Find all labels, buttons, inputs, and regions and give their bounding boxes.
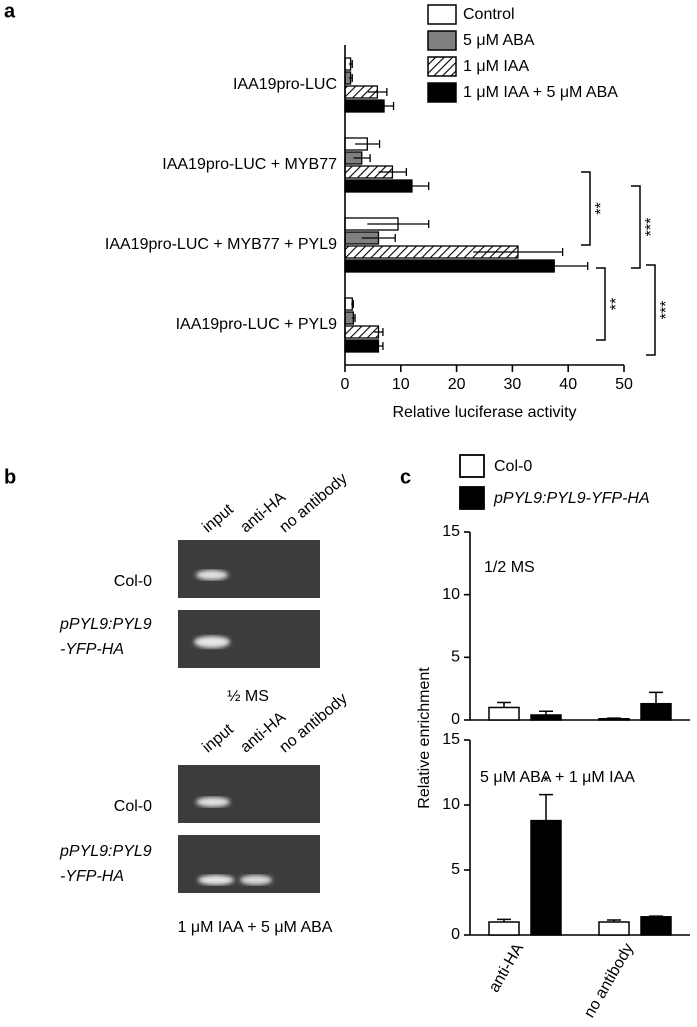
- panel-label: b: [4, 466, 16, 488]
- bar: [598, 921, 630, 936]
- condition-label: ½ MS: [227, 688, 269, 705]
- y-tick-label: 10: [442, 586, 460, 603]
- error-bar: [367, 88, 388, 96]
- error-bar: [355, 140, 381, 148]
- row-label: pPYL9:PYL9: [59, 616, 152, 633]
- legend-swatch: [427, 82, 457, 103]
- y-tick-label: 5: [451, 649, 460, 666]
- y-axis-label: Relative enrichment: [416, 667, 433, 809]
- row-label: pPYL9:PYL9: [59, 843, 152, 860]
- error-bar: [520, 262, 589, 270]
- bar: [344, 339, 380, 353]
- error-bar: [497, 701, 511, 708]
- panel-subtitle: 1/2 MS: [484, 559, 535, 576]
- y-tick-label: 15: [442, 731, 460, 748]
- lane-label: input: [199, 721, 237, 757]
- y-tick-label: 0: [451, 711, 460, 728]
- legend-swatch: [427, 30, 457, 51]
- gel: [178, 765, 320, 823]
- error-bar: [374, 342, 384, 350]
- significance-bracket: [646, 264, 656, 356]
- y-tick-label: IAA19pro-LUC + MYB77: [162, 156, 337, 173]
- bar: [640, 916, 672, 936]
- bar: [598, 717, 630, 721]
- error-bar: [351, 300, 355, 308]
- x-tick-label: 30: [504, 376, 522, 393]
- legend-label: Col-0: [494, 458, 532, 475]
- x-axis-label: Relative luciferase activity: [392, 404, 576, 421]
- bar: [640, 702, 672, 721]
- panel-subtitle: 5 μM ABA + 1 μM IAA: [480, 769, 635, 786]
- gel-band: [196, 570, 228, 580]
- row-label: Col-0: [114, 798, 152, 815]
- error-bar: [473, 248, 564, 256]
- legend-swatch: [459, 454, 485, 478]
- legend-swatch: [427, 4, 457, 25]
- lane-label: input: [199, 501, 237, 537]
- y-tick-label: IAA19pro-LUC + PYL9: [176, 316, 338, 333]
- error-bar: [361, 234, 396, 242]
- error-bar: [351, 314, 356, 322]
- gel-panel: input anti-HA no antibody Col-0 pPYL9:PY…: [59, 470, 351, 936]
- row-label: -YFP-HA: [60, 641, 124, 658]
- error-bar: [374, 328, 384, 336]
- legend-swatch: [427, 56, 457, 77]
- gel-band: [198, 875, 234, 885]
- error-bar: [374, 102, 395, 110]
- condition-label: 1 μM IAA + 5 μM ABA: [178, 919, 333, 936]
- legend-label: pPYL9:PYL9-YFP-HA: [493, 490, 650, 507]
- legend-swatch: [459, 486, 485, 510]
- bar: [344, 325, 380, 339]
- error-bar: [395, 182, 430, 190]
- error-bar: [378, 168, 408, 176]
- bar: [488, 921, 520, 936]
- bar: [530, 819, 562, 936]
- significance-label: ***: [658, 301, 675, 320]
- significance-label: **: [593, 202, 610, 214]
- legend-label: 5 μM ABA: [463, 32, 535, 49]
- x-tick-label: 50: [615, 376, 633, 393]
- bar: [488, 706, 520, 721]
- row-label: Col-0: [114, 573, 152, 590]
- error-bar: [348, 74, 353, 82]
- error-bar: [649, 691, 663, 704]
- significance-bracket: [581, 171, 591, 246]
- error-bar: [348, 60, 353, 68]
- x-tick-label: 0: [341, 376, 350, 393]
- error-bar: [367, 220, 430, 228]
- panel-label: c: [400, 466, 411, 488]
- significance-bracket: [596, 267, 606, 341]
- significance-label: *: [543, 774, 549, 791]
- legend-label: Control: [463, 6, 515, 23]
- y-tick-label: 0: [451, 926, 460, 943]
- significance-label: **: [608, 298, 625, 310]
- bar: [530, 714, 562, 721]
- gel-band: [196, 797, 230, 807]
- y-tick-label: IAA19pro-LUC: [233, 76, 337, 93]
- y-tick-label: IAA19pro-LUC + MYB77 + PYL9: [105, 236, 337, 253]
- x-tick-label: 10: [392, 376, 410, 393]
- error-bar: [539, 793, 553, 821]
- significance-bracket: [631, 185, 641, 269]
- x-tick-label: no antibody: [581, 941, 637, 1021]
- y-tick-label: 15: [442, 523, 460, 540]
- x-tick-label: 20: [448, 376, 466, 393]
- error-bar: [353, 154, 371, 162]
- row-label: -YFP-HA: [60, 868, 124, 885]
- x-tick-label: 40: [559, 376, 577, 393]
- panel-label: a: [4, 0, 16, 22]
- legend-label: 1 μM IAA: [463, 58, 529, 75]
- x-tick-label: anti-HA: [486, 940, 528, 995]
- gel-band: [240, 875, 272, 885]
- y-tick-label: 5: [451, 861, 460, 878]
- legend-label: 1 μM IAA + 5 μM ABA: [463, 84, 618, 101]
- y-tick-label: 10: [442, 796, 460, 813]
- gel: [178, 540, 320, 598]
- gel-band: [194, 636, 230, 648]
- significance-label: ***: [643, 218, 660, 237]
